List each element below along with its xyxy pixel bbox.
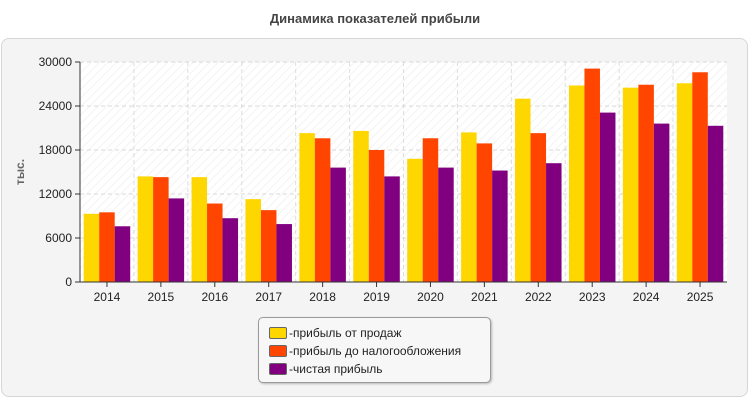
- bar-2018-series-3: [330, 167, 346, 282]
- bar-2022-series-1: [515, 98, 531, 283]
- bar-2022-series-3: [546, 163, 562, 282]
- bar-2020-series-2: [422, 138, 439, 282]
- legend-swatch-pretax-profit: [269, 345, 287, 357]
- x-tick-label: 2019: [363, 290, 390, 304]
- bar-2023-series-1: [568, 85, 585, 282]
- x-tick-label: 2025: [687, 290, 714, 304]
- bar-2021-series-2: [476, 143, 493, 282]
- legend-item-sales-profit: - прибыль от продаж: [269, 325, 402, 341]
- y-tick-label: 12000: [39, 187, 73, 201]
- x-tick-label: 2023: [579, 290, 606, 304]
- legend-swatch-sales-profit: [269, 327, 287, 339]
- y-axis-label: тыс.: [13, 159, 27, 185]
- bar-2016-series-2: [207, 203, 223, 282]
- legend-prefix: -: [289, 344, 293, 358]
- bar-2015-series-2: [153, 177, 169, 282]
- bar-2023-series-3: [599, 112, 616, 282]
- y-tick-label: 0: [65, 275, 72, 289]
- bar-2014-series-3: [114, 226, 131, 282]
- bar-2024-series-3: [653, 123, 670, 282]
- x-tick-label: 2017: [255, 290, 282, 304]
- legend-prefix: -: [289, 362, 293, 376]
- x-tick-label: 2022: [525, 290, 552, 304]
- bar-2024-series-1: [622, 87, 639, 283]
- legend-swatch-net-profit: [269, 363, 287, 375]
- bar-2019-series-3: [384, 176, 400, 282]
- bar-2021-series-1: [461, 132, 477, 282]
- bar-2018-series-1: [299, 133, 315, 282]
- bar-2023-series-2: [584, 68, 600, 282]
- x-tick-label: 2015: [148, 290, 175, 304]
- bar-2016-series-3: [222, 218, 239, 282]
- bar-2025-series-1: [676, 83, 693, 283]
- bar-2025-series-2: [692, 72, 708, 283]
- legend: - прибыль от продаж - прибыль до налогоо…: [258, 317, 491, 383]
- legend-label-sales-profit: прибыль от продаж: [293, 326, 402, 340]
- bar-2014-series-2: [99, 212, 115, 282]
- bar-2015-series-1: [137, 176, 154, 282]
- y-tick-label: 18000: [39, 143, 73, 157]
- bar-2015-series-3: [168, 198, 185, 282]
- x-tick-label: 2024: [633, 290, 660, 304]
- bar-2020-series-3: [438, 167, 454, 282]
- bar-2019-series-2: [368, 150, 385, 282]
- bar-2016-series-1: [191, 177, 208, 282]
- y-tick-label: 24000: [39, 99, 73, 113]
- bar-2021-series-3: [492, 170, 508, 282]
- bar-2025-series-3: [707, 125, 724, 282]
- bar-2018-series-2: [314, 138, 331, 282]
- bar-2017-series-3: [276, 224, 292, 282]
- x-tick-label: 2020: [417, 290, 444, 304]
- chart-title: Динамика показателей прибыли: [269, 11, 481, 26]
- legend-label-pretax-profit: прибыль до налогообложения: [293, 344, 462, 358]
- x-tick-label: 2021: [471, 290, 498, 304]
- legend-prefix: -: [289, 326, 293, 340]
- bar-2017-series-2: [260, 210, 277, 282]
- bar-2019-series-1: [353, 130, 369, 282]
- bar-2022-series-2: [530, 133, 547, 282]
- legend-item-pretax-profit: - прибыль до налогообложения: [269, 343, 461, 359]
- bar-2014-series-1: [83, 213, 100, 282]
- bar-2020-series-1: [407, 158, 423, 282]
- y-tick-label: 30000: [39, 55, 73, 69]
- x-tick-label: 2014: [94, 290, 121, 304]
- y-tick-label: 6000: [45, 231, 72, 245]
- x-tick-label: 2016: [201, 290, 228, 304]
- legend-label-net-profit: чистая прибыль: [293, 362, 383, 376]
- bar-2024-series-2: [638, 84, 654, 282]
- legend-item-net-profit: - чистая прибыль: [269, 361, 382, 377]
- x-tick-label: 2018: [309, 290, 336, 304]
- bar-2017-series-1: [245, 199, 261, 282]
